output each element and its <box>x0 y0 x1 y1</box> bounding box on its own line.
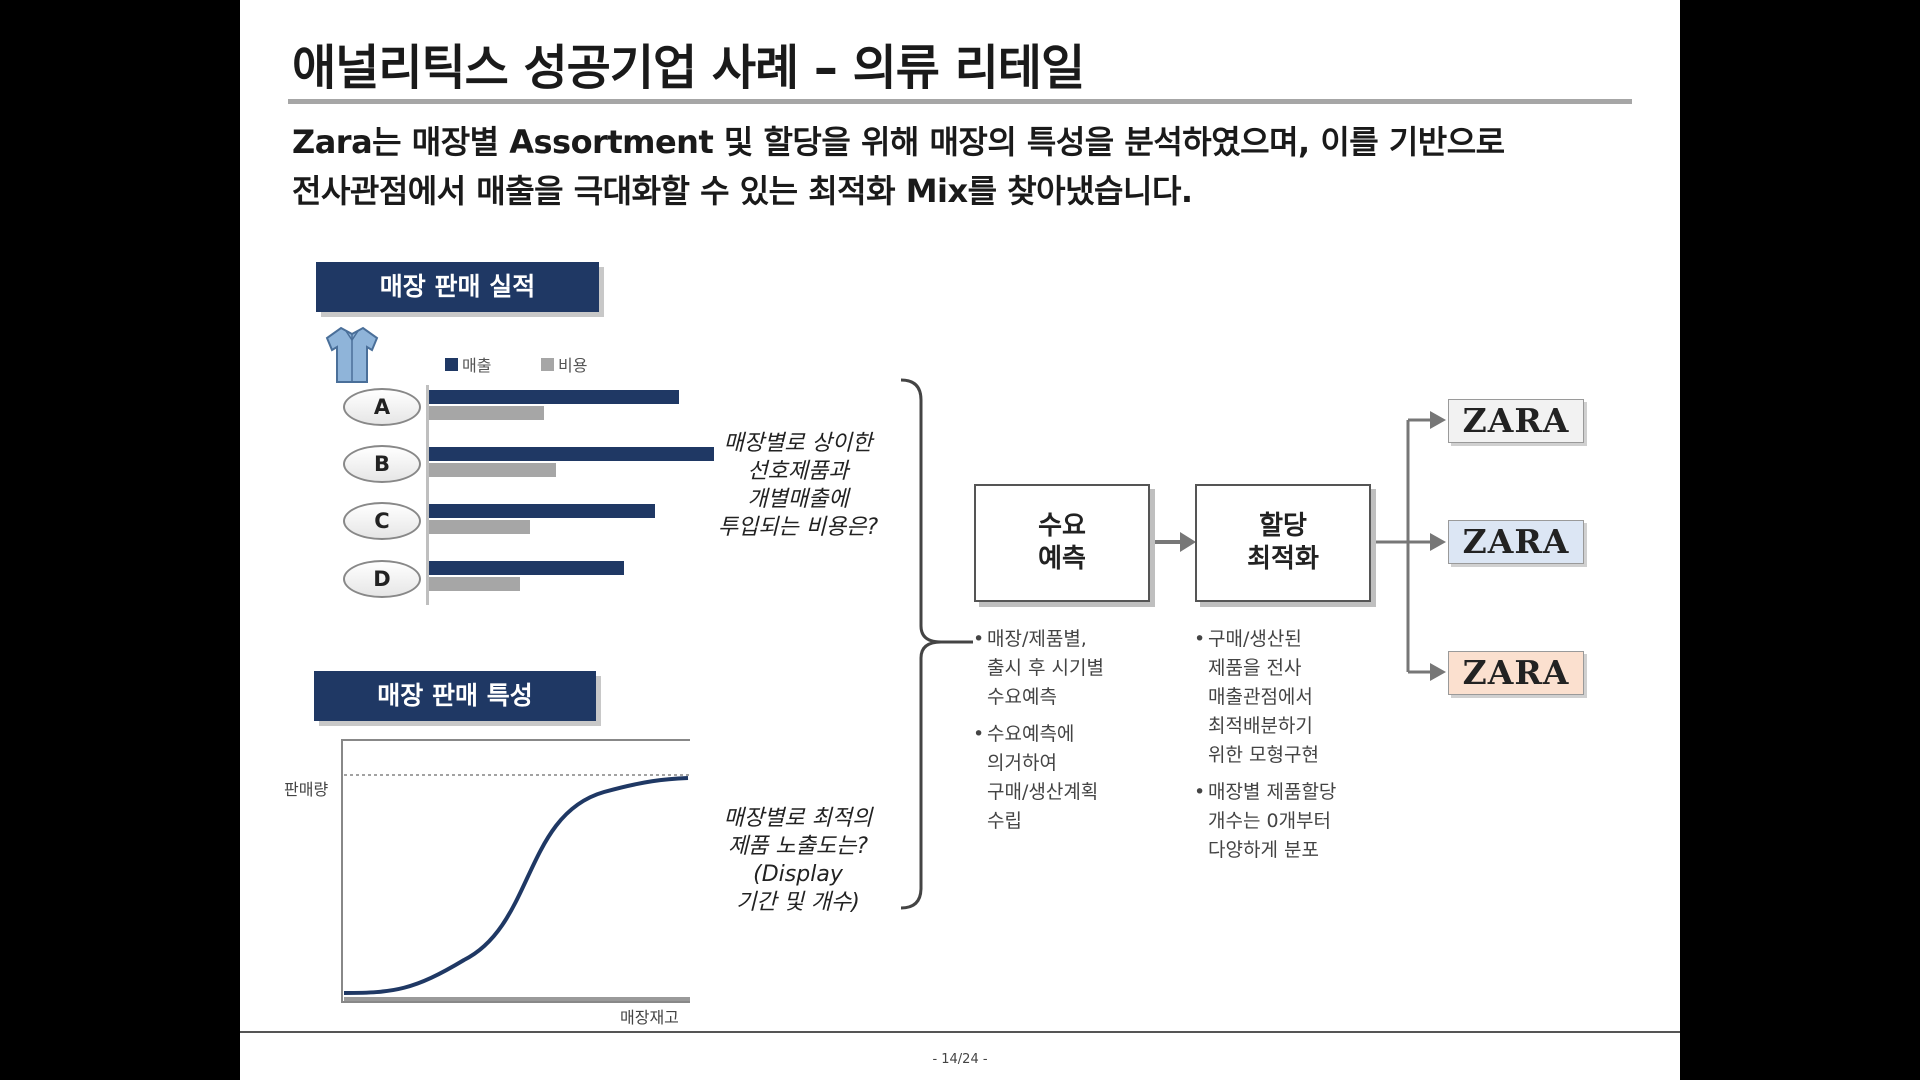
process-arrows <box>1150 411 1446 681</box>
bullet-line: 매장/제품별, <box>987 628 1087 650</box>
question-store-preference: 매장별로 상이한 선호제품과 개별매출에 투입되는 비용은? <box>683 430 913 542</box>
bullet-line: 구매/생산된 <box>1208 628 1302 650</box>
bar-sales-store-a <box>429 390 679 404</box>
legend-sales: 매출 <box>445 352 491 376</box>
bullet-line: 수요예측 <box>987 686 1057 708</box>
bullet-line: 위한 모형구현 <box>1208 744 1319 766</box>
bar-cost-store-a <box>429 406 544 420</box>
legend-cost-label: 비용 <box>558 356 588 375</box>
bullet-item: • 수요예측에 의거하여 구매/생산계획 수립 <box>973 720 1153 836</box>
question-line: 개별매출에 <box>747 487 849 512</box>
legend-cost-swatch <box>541 357 554 371</box>
bullet-line: 의거하여 <box>987 752 1057 774</box>
subtitle-line-2: 전사관점에서 매출을 극대화할 수 있는 최적화 Mix를 찾아냈습니다. <box>292 172 1193 210</box>
right-brace <box>900 378 973 910</box>
bar-cost-store-b <box>429 463 556 477</box>
legend-sales-label: 매출 <box>462 356 492 375</box>
bullet-line: 매장별 제품할당 <box>1208 781 1337 803</box>
bullet-item: • 매장별 제품할당 개수는 0개부터 다양하게 분포 <box>1194 778 1374 865</box>
bullet-line: 다양하게 분포 <box>1208 839 1319 861</box>
footer-divider <box>240 1031 1680 1033</box>
bar-cost-store-d <box>429 577 520 591</box>
chart-baseline <box>344 997 690 1001</box>
question-line: 매장별로 상이한 <box>723 431 873 456</box>
y-axis-label: 판매량 <box>284 780 329 799</box>
bar-sales-store-d <box>429 561 624 575</box>
bar-sales-store-c <box>429 504 655 518</box>
process-label: 할당 <box>1259 511 1307 541</box>
question-line: 제품 노출도는? <box>727 834 869 859</box>
process-label: 수요 <box>1038 511 1086 541</box>
demand-forecast-box: 수요 예측 <box>974 484 1150 602</box>
zara-store-box-2: ZARA <box>1448 520 1584 564</box>
demand-bullets: • 매장/제품별, 출시 후 시기별 수요예측 • 수요예측에 의거하여 구매/… <box>973 625 1153 844</box>
legend-sales-swatch <box>445 357 458 371</box>
process-label: 예측 <box>1038 544 1086 574</box>
bullet-line: 수립 <box>987 810 1022 832</box>
question-line: 매장별로 최적의 <box>723 806 873 831</box>
bar-chart-axis <box>426 385 429 605</box>
legend-cost: 비용 <box>541 352 587 376</box>
subtitle-line-1: Zara는 매장별 Assortment 및 할당을 위해 매장의 특성을 분석… <box>292 123 1505 161</box>
zara-store-box-1: ZARA <box>1448 399 1584 443</box>
bullet-line: 제품을 전사 <box>1208 657 1302 679</box>
allocation-bullets: • 구매/생산된 제품을 전사 매출관점에서 최적배분하기 위한 모형구현 • … <box>1194 625 1374 873</box>
zara-store-box-3: ZARA <box>1448 651 1584 695</box>
bullet-line: 출시 후 시기별 <box>987 657 1104 679</box>
sales-performance-label: 매장 판매 실적 <box>316 262 599 312</box>
store-label-b: B <box>343 445 421 483</box>
bullet-line: 최적배분하기 <box>1208 715 1313 737</box>
title-divider <box>288 99 1632 104</box>
subtitle: Zara는 매장별 Assortment 및 할당을 위해 매장의 특성을 분석… <box>292 118 1652 216</box>
x-axis-label: 매장재고 <box>620 1008 679 1027</box>
bullet-item: • 구매/생산된 제품을 전사 매출관점에서 최적배분하기 위한 모형구현 <box>1194 625 1374 770</box>
store-label-c: C <box>343 502 421 540</box>
slide: 애널리틱스 성공기업 사례 – 의류 리테일 Zara는 매장별 Assortm… <box>240 0 1680 1080</box>
shirt-icon <box>325 326 379 383</box>
bullet-item: • 매장/제품별, 출시 후 시기별 수요예측 <box>973 625 1153 712</box>
store-label-d: D <box>343 560 421 598</box>
store-label-a: A <box>343 388 421 426</box>
question-optimal-display: 매장별로 최적의 제품 노출도는? (Display 기간 및 개수) <box>683 805 913 917</box>
bar-sales-store-b <box>429 447 714 461</box>
question-line: (Display <box>753 862 843 887</box>
bullet-line: 수요예측에 <box>987 723 1075 745</box>
question-line: 기간 및 개수) <box>736 890 860 915</box>
bullet-line: 매출관점에서 <box>1208 686 1313 708</box>
process-label: 최적화 <box>1247 544 1319 574</box>
bar-cost-store-c <box>429 520 530 534</box>
sales-characteristics-label: 매장 판매 특성 <box>314 671 596 721</box>
sales-curve <box>343 776 689 995</box>
page-title: 애널리틱스 성공기업 사례 – 의류 리테일 <box>292 40 1085 96</box>
allocation-optimization-box: 할당 최적화 <box>1195 484 1371 602</box>
bullet-line: 구매/생산계획 <box>987 781 1099 803</box>
question-line: 선호제품과 <box>747 459 849 484</box>
s-curve-chart <box>341 739 690 1003</box>
page-number: - 14/24 - <box>932 1052 988 1067</box>
question-line: 투입되는 비용은? <box>717 515 879 540</box>
bullet-line: 개수는 0개부터 <box>1208 810 1332 832</box>
